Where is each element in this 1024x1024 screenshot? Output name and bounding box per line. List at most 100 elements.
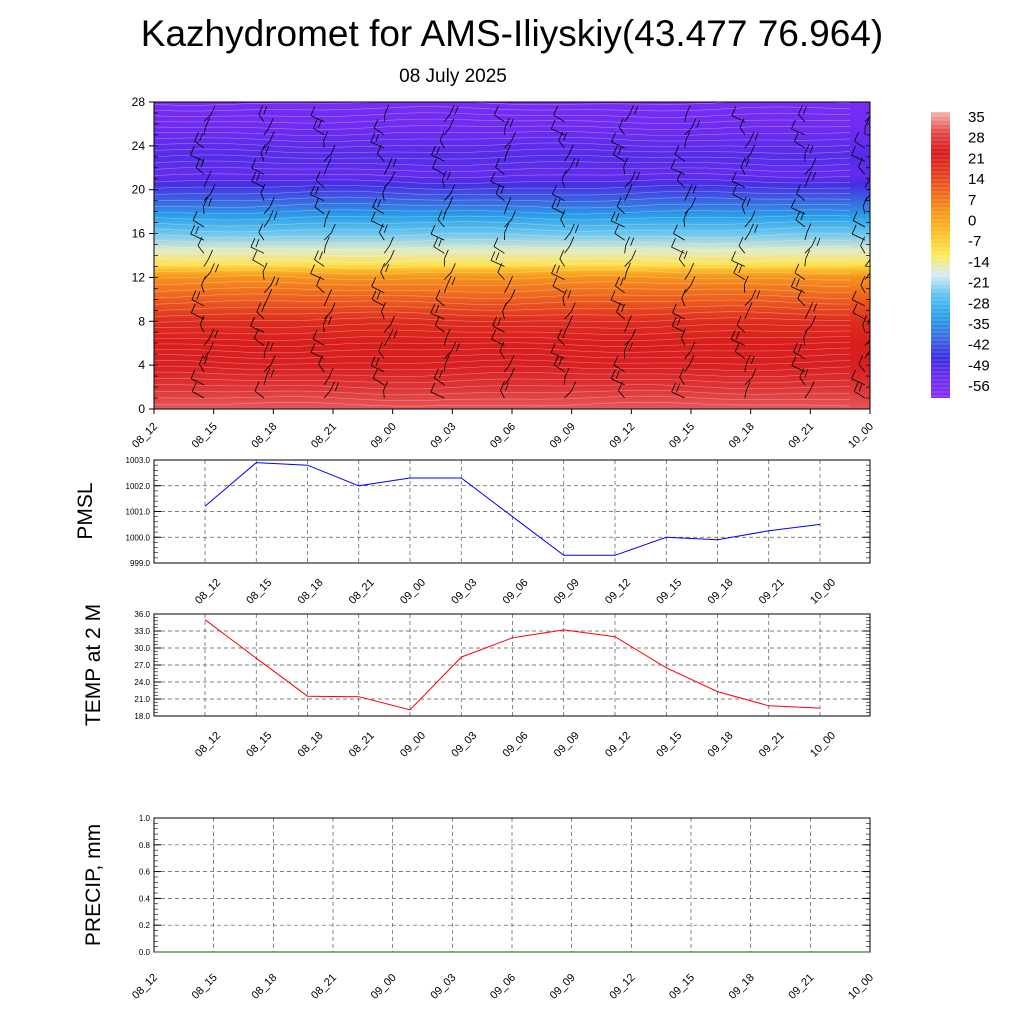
wind-barb-flag [371, 277, 377, 287]
wind-barb-shaft [564, 390, 572, 399]
precip-panel: 0.0 0.2 0.4 0.6 0.8 1.0 08_12 08_15 08_18 08_21 09… [82, 814, 876, 1002]
wind-barb-shaft [614, 232, 625, 241]
wind-barb-flag [456, 343, 460, 352]
wind-barb-flag [199, 355, 204, 365]
wind-barb-flag [672, 303, 677, 313]
wind-barb [381, 302, 386, 320]
wind-barb-shaft [684, 140, 687, 149]
x-tick-label: 08_15 [244, 577, 274, 607]
wind-barb-shaft [251, 180, 265, 188]
wind-barb-flag [551, 198, 557, 208]
warm-core-contour [413, 361, 754, 409]
wind-barb [671, 237, 685, 254]
wind-barb [864, 118, 870, 135]
wind-barb-flag [732, 185, 737, 195]
wind-barb [490, 172, 505, 188]
wind-barb [203, 170, 212, 188]
isotherm-line [154, 329, 851, 335]
wind-barb-shaft [676, 179, 686, 188]
series-line [204, 462, 821, 556]
wind-barb [804, 381, 815, 399]
wind-barb-shaft [673, 233, 685, 241]
wind-barb-flag [205, 118, 210, 128]
wind-barb-flag [741, 197, 747, 207]
wind-barb-flag [798, 105, 803, 115]
wind-barb-flag [260, 144, 266, 154]
wind-barb [684, 131, 691, 149]
y-tick-label: 1002.0 [126, 482, 151, 491]
wind-barb-shaft [504, 219, 512, 228]
y-tick-label: 36.0 [134, 610, 150, 619]
wind-barb-flag [269, 342, 274, 352]
wind-barb [383, 157, 397, 175]
wind-barb-shaft [313, 127, 325, 136]
wind-barb [674, 145, 685, 162]
wind-barb [254, 381, 265, 399]
y-axis-title: PRECIP, mm [82, 824, 105, 946]
wind-barb [443, 275, 456, 293]
isotherm-line [154, 196, 851, 202]
wind-barb [444, 118, 455, 136]
wind-barb [370, 132, 385, 149]
isotherm-line [154, 167, 851, 173]
wind-barb [684, 183, 697, 201]
wind-barb-shaft [199, 324, 205, 333]
wind-barb-flag [330, 223, 336, 234]
wind-barb [744, 210, 756, 228]
wind-barb-flag [811, 157, 817, 168]
wind-barb [610, 211, 625, 228]
isotherm-line [154, 390, 851, 396]
wind-barb-shaft [323, 377, 330, 386]
wind-barb-flag [255, 238, 260, 248]
y-tick-label: 30.0 [134, 644, 150, 653]
wind-barb-flag [630, 237, 635, 246]
wind-barb-flag [872, 184, 876, 193]
wind-barb [263, 341, 274, 359]
wind-barb-flag [319, 251, 323, 260]
isotherm-line [154, 239, 851, 245]
colorbar-label: 7 [968, 192, 976, 209]
x-tick-label: 10_00 [846, 421, 876, 451]
wind-barb-shaft [323, 153, 332, 162]
y-tick-label: 18.0 [134, 712, 150, 721]
wind-barb [740, 157, 750, 175]
wind-barb-flag [449, 118, 455, 128]
wind-barb-flag [269, 131, 275, 141]
wind-barb-shaft [791, 286, 806, 294]
x-tick-label: 09_03 [449, 730, 479, 760]
y-tick-label: 20 [132, 183, 146, 197]
wind-barb-shaft [383, 245, 390, 254]
wind-barb-flag [439, 131, 445, 141]
wind-barb-shaft [383, 258, 391, 267]
wind-barb [199, 355, 208, 372]
wind-barb-flag [871, 263, 875, 272]
wind-barb-shaft [744, 298, 753, 307]
wind-barb-flag [553, 355, 559, 366]
wind-barb-flag [435, 304, 440, 314]
wind-barb [504, 289, 516, 307]
x-tick-label: 09_03 [449, 577, 479, 607]
wind-barb-flag [506, 197, 512, 207]
wind-barb [853, 382, 866, 399]
wind-barb-shaft [564, 245, 571, 254]
wind-barb-flag [200, 159, 205, 168]
x-tick-label: 09_06 [501, 730, 531, 760]
x-tick-label: 09_09 [552, 577, 582, 607]
x-tick-label: 09_21 [786, 421, 816, 451]
y-tick-label: 16 [132, 227, 146, 241]
wind-barb [370, 211, 385, 228]
wind-barb [203, 196, 212, 214]
wind-barb-flag [269, 197, 275, 207]
wind-barb [744, 131, 759, 149]
wind-barb-flag [570, 157, 576, 168]
wind-barb-flag [258, 223, 264, 233]
wind-barb-flag [270, 369, 275, 378]
isotherm-line [154, 263, 850, 269]
isotherm-line [154, 227, 851, 233]
wind-barb-flag [627, 315, 632, 325]
pmsl-panel: 999.0 1000.0 1001.0 1002.0 1003.0 08_12 08_15 0… [74, 456, 871, 607]
wind-barb-flag [629, 105, 634, 115]
colorbar-label: 0 [968, 213, 976, 230]
wind-barb [550, 119, 565, 136]
wind-barb-flag [564, 368, 570, 378]
